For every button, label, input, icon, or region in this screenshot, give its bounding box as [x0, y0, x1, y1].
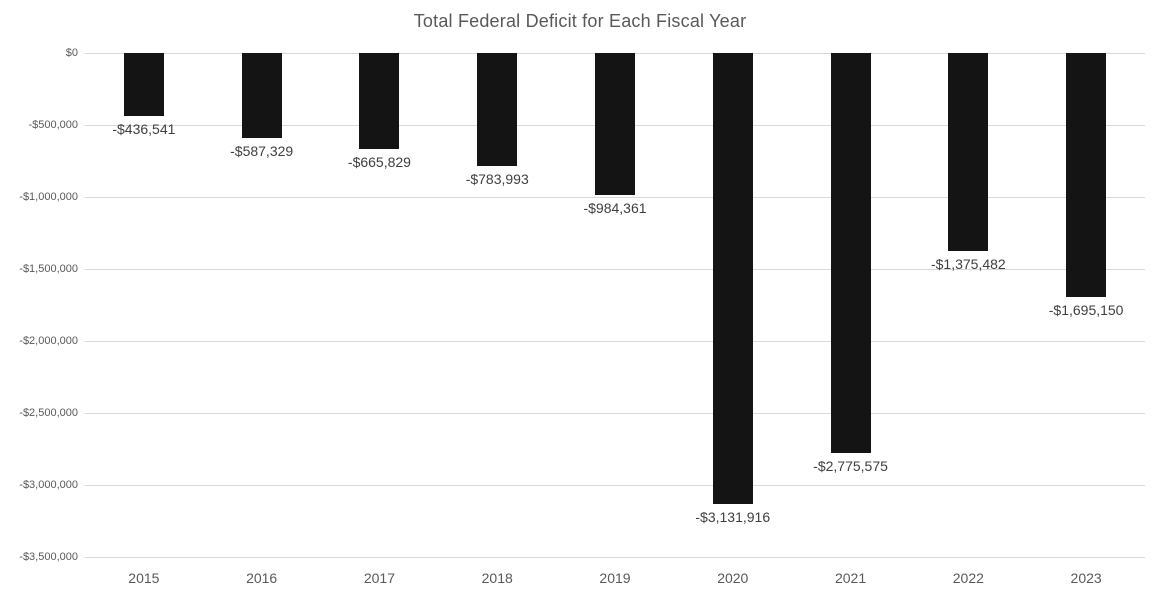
bar-value-label: -$665,829	[347, 153, 411, 170]
bar-2015	[123, 53, 164, 116]
x-axis-tick-label: 2022	[952, 570, 984, 586]
x-axis-tick-label: 2015	[128, 570, 160, 586]
y-axis-tick-label: -$3,000,000	[19, 479, 78, 491]
chart-title: Total Federal Deficit for Each Fiscal Ye…	[413, 11, 747, 31]
x-axis-tick-label: 2018	[481, 570, 513, 586]
gridline	[85, 197, 1145, 198]
bar-2020	[712, 53, 753, 504]
y-axis-tick-label: -$2,000,000	[19, 335, 78, 347]
bar-value-label: -$1,375,482	[930, 256, 1006, 273]
bar-value-label: -$984,361	[583, 199, 647, 216]
bar-value-label: -$436,541	[112, 120, 176, 137]
gridline	[85, 557, 1145, 558]
y-axis-tick-label: -$1,500,000	[19, 263, 78, 275]
gridline	[85, 269, 1145, 270]
x-axis-tick-label: 2020	[717, 570, 749, 586]
bar-value-label: -$1,695,150	[1048, 302, 1124, 319]
x-axis-tick-label: 2021	[834, 570, 867, 586]
bar-2018	[477, 53, 518, 166]
y-axis-tick-label: -$1,000,000	[19, 191, 78, 203]
bar-2019	[595, 53, 635, 195]
y-axis-tick-label: -$500,000	[28, 119, 78, 131]
gridline	[85, 413, 1145, 414]
x-axis-tick-label: 2023	[1070, 570, 1102, 586]
x-axis-tick-label: 2019	[599, 570, 631, 586]
bar-2021	[830, 53, 871, 453]
x-axis-tick-label: 2017	[363, 570, 396, 586]
bar-value-label: -$3,131,916	[695, 508, 771, 525]
bar-2017	[359, 53, 400, 149]
x-axis-tick-label: 2016	[246, 570, 278, 586]
bar-value-label: -$783,993	[465, 170, 529, 187]
y-axis-tick-label: -$3,500,000	[19, 551, 78, 563]
bar-value-label: -$2,775,575	[813, 457, 888, 474]
bar-2023	[1066, 53, 1107, 298]
bar-2016	[241, 53, 282, 138]
gridline	[85, 485, 1145, 486]
y-axis-tick-label: -$2,500,000	[19, 407, 78, 419]
y-axis-tick-label: $0	[65, 47, 78, 59]
bar-2022	[948, 53, 989, 252]
bar-value-label: -$587,329	[230, 142, 294, 159]
gridline	[85, 341, 1145, 342]
